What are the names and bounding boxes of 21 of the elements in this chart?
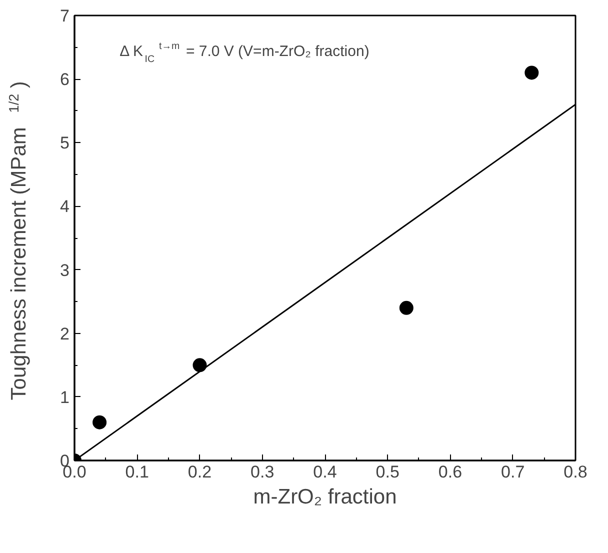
x-tick-label: 0.5 xyxy=(376,462,400,482)
point xyxy=(524,66,539,80)
y-tick-label: 1 xyxy=(60,388,70,407)
x-tick-label: 0.8 xyxy=(564,462,588,482)
y-tick-label: 3 xyxy=(60,260,70,280)
point xyxy=(92,415,107,430)
x-tick-label: 0.4 xyxy=(313,462,337,482)
point xyxy=(192,358,207,372)
y-tick-label: 7 xyxy=(60,6,70,26)
y-tick-label: 4 xyxy=(60,197,70,216)
x-tick-label: 0.6 xyxy=(438,462,462,482)
x-tick-label: 0.7 xyxy=(501,462,525,482)
y-tick-label: 5 xyxy=(60,134,70,153)
y-axis-title: Toughness increment (MPam1/2) xyxy=(6,81,30,400)
point xyxy=(399,300,414,315)
x-tick-label: 0.1 xyxy=(125,462,149,482)
x-tick-label: 0.2 xyxy=(188,462,212,482)
x-axis-title: m-ZrO₂ fraction xyxy=(253,486,397,508)
x-tick-label: 0.3 xyxy=(250,462,274,482)
y-tick-label: 2 xyxy=(60,324,70,344)
y-tick-label: 6 xyxy=(60,70,70,90)
